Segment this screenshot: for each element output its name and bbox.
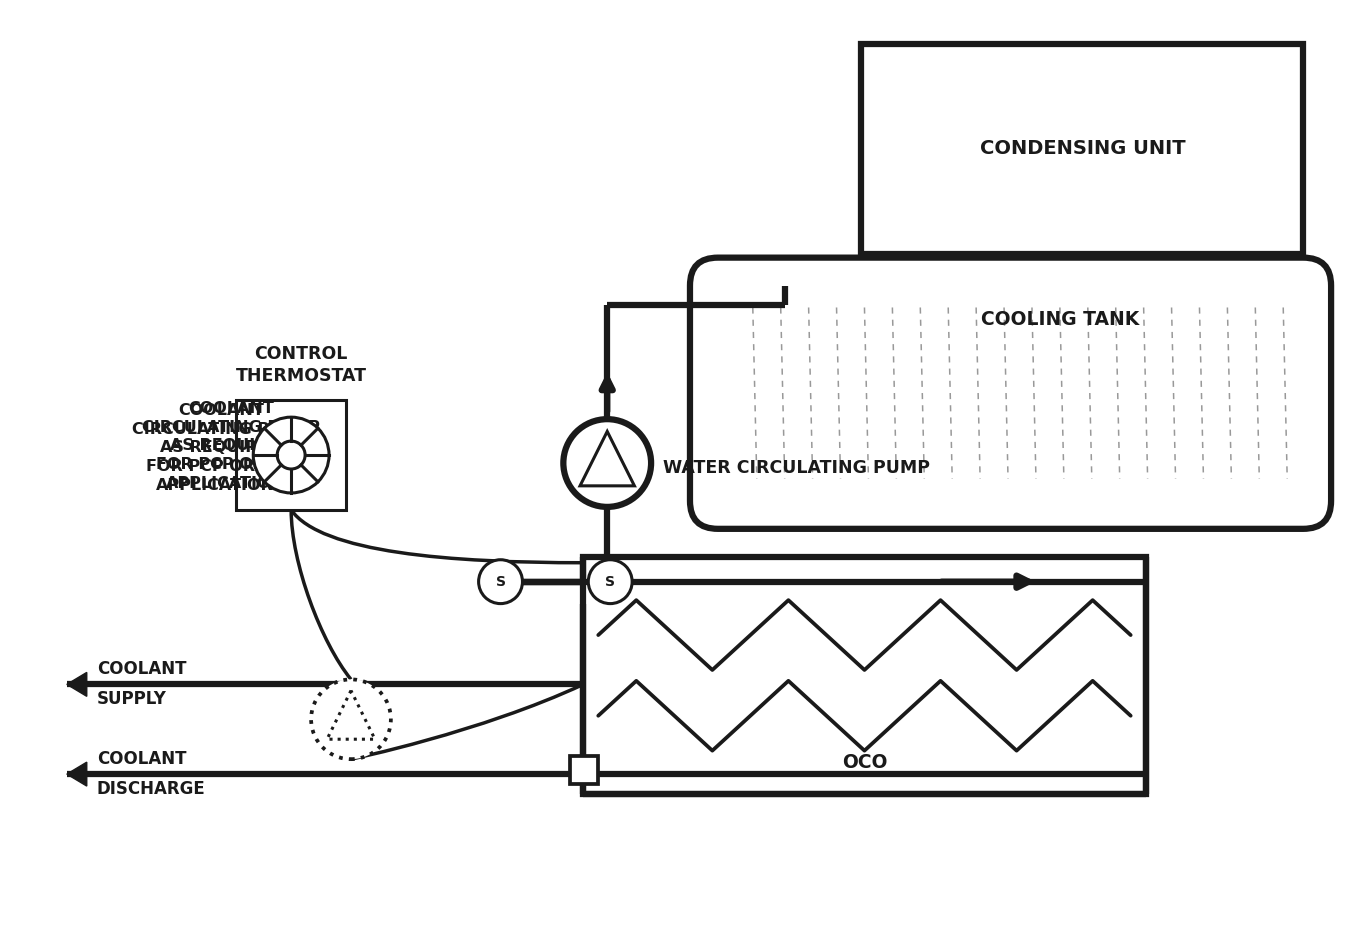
Bar	[861, 44, 1303, 254]
Bar	[584, 556, 1146, 794]
Circle shape	[278, 441, 305, 469]
Text: SUPPLY: SUPPLY	[97, 690, 167, 708]
Polygon shape	[327, 690, 375, 739]
Circle shape	[563, 419, 651, 507]
Text: CONTROL
THERMOSTAT: CONTROL THERMOSTAT	[235, 345, 366, 385]
Text: CONDENSING UNIT: CONDENSING UNIT	[980, 140, 1185, 158]
Polygon shape	[580, 432, 634, 486]
Text: COOLANT
CIRCULATING PUMP
AS REQUIRED
FOR PCP OR POC
APPLICATIONS: COOLANT CIRCULATING PUMP AS REQUIRED FOR…	[142, 401, 320, 490]
Polygon shape	[67, 762, 86, 786]
Bar	[236, 400, 346, 510]
Text: S: S	[496, 574, 506, 588]
Text: COOLING TANK: COOLING TANK	[982, 310, 1140, 329]
Text: WATER CIRCULATING PUMP: WATER CIRCULATING PUMP	[663, 459, 930, 477]
Circle shape	[588, 560, 632, 604]
FancyBboxPatch shape	[690, 257, 1331, 529]
Text: OCO: OCO	[842, 753, 887, 772]
Bar	[570, 756, 599, 784]
Text: S: S	[606, 574, 615, 588]
Circle shape	[312, 679, 391, 759]
Circle shape	[478, 560, 522, 604]
Text: COOLANT: COOLANT	[97, 750, 186, 769]
Circle shape	[253, 417, 329, 493]
Text: DISCHARGE: DISCHARGE	[97, 780, 205, 798]
Polygon shape	[67, 672, 86, 696]
Text: COOLANT: COOLANT	[97, 660, 186, 678]
Text: COOLANT
CIRCULATING PUMP
AS REQUIRED
FOR PCP OR POC
APPLICATIONS: COOLANT CIRCULATING PUMP AS REQUIRED FOR…	[133, 404, 310, 492]
